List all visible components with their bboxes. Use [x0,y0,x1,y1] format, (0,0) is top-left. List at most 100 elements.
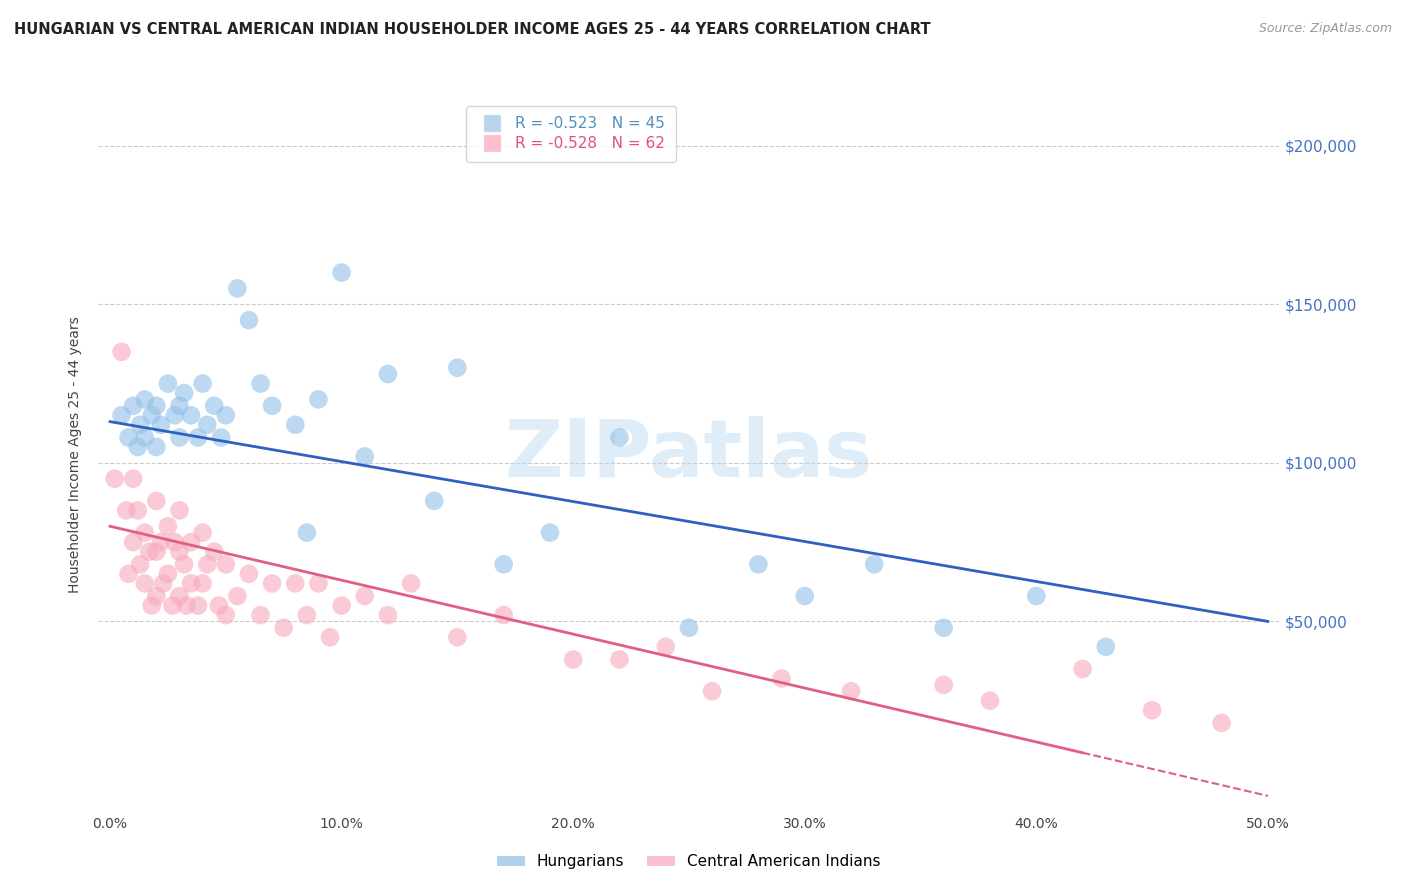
Point [307,576,329,591]
Point [330,266,353,280]
Point [284,417,307,432]
Point [156,566,179,581]
Text: HUNGARIAN VS CENTRAL AMERICAN INDIAN HOUSEHOLDER INCOME AGES 25 - 44 YEARS CORRE: HUNGARIAN VS CENTRAL AMERICAN INDIAN HOU… [14,22,931,37]
Point [839,684,862,698]
Point [180,409,202,423]
Point [156,519,179,533]
Point [163,535,186,549]
Point [110,344,132,359]
Point [609,652,631,666]
Point [191,376,214,391]
Point [226,281,249,295]
Point [538,525,561,540]
Point [145,544,167,558]
Point [208,599,231,613]
Point [141,599,163,613]
Point [1094,640,1116,654]
Point [141,409,163,423]
Point [122,535,145,549]
Point [353,450,375,464]
Point [492,608,515,623]
Point [169,430,191,444]
Text: ZIPatlas: ZIPatlas [505,416,873,494]
Point [169,589,191,603]
Text: Source: ZipAtlas.com: Source: ZipAtlas.com [1258,22,1392,36]
Point [122,399,145,413]
Point [134,576,156,591]
Point [180,576,202,591]
Point [215,409,238,423]
Point [1025,589,1047,603]
Point [678,621,700,635]
Point [163,409,186,423]
Point [169,503,191,517]
Legend: Hungarians, Central American Indians: Hungarians, Central American Indians [491,848,887,875]
Point [145,494,167,508]
Point [117,430,139,444]
Point [399,576,422,591]
Point [134,525,156,540]
Point [863,558,886,572]
Point [129,417,152,432]
Point [377,608,399,623]
Point [1211,715,1233,730]
Point [562,652,585,666]
Y-axis label: Householder Income Ages 25 - 44 years: Householder Income Ages 25 - 44 years [69,317,83,593]
Legend: R = -0.523   N = 45, R = -0.528   N = 62: R = -0.523 N = 45, R = -0.528 N = 62 [467,106,675,161]
Point [187,599,209,613]
Point [262,399,284,413]
Point [249,376,271,391]
Point [226,589,249,603]
Point [209,430,232,444]
Point [169,399,191,413]
Point [145,440,167,454]
Point [770,672,793,686]
Point [609,430,631,444]
Point [655,640,678,654]
Point [353,589,375,603]
Point [446,630,468,644]
Point [173,386,195,401]
Point [262,576,284,591]
Point [129,558,152,572]
Point [238,313,260,327]
Point [423,494,446,508]
Point [117,566,139,581]
Point [187,430,209,444]
Point [195,558,218,572]
Point [104,472,127,486]
Point [134,392,156,407]
Point [156,376,179,391]
Point [202,544,225,558]
Point [122,472,145,486]
Point [162,599,184,613]
Point [115,503,138,517]
Point [145,399,167,413]
Point [215,608,238,623]
Point [138,544,160,558]
Point [169,544,191,558]
Point [295,525,318,540]
Point [149,417,172,432]
Point [249,608,271,623]
Point [202,399,225,413]
Point [1071,662,1094,676]
Point [330,599,353,613]
Point [319,630,342,644]
Point [932,621,955,635]
Point [793,589,815,603]
Point [932,678,955,692]
Point [1140,703,1163,717]
Point [134,430,156,444]
Point [176,599,198,613]
Point [110,409,132,423]
Point [127,440,149,454]
Point [145,589,167,603]
Point [295,608,318,623]
Point [191,525,214,540]
Point [273,621,295,635]
Point [377,367,399,381]
Point [173,558,195,572]
Point [195,417,218,432]
Point [152,576,174,591]
